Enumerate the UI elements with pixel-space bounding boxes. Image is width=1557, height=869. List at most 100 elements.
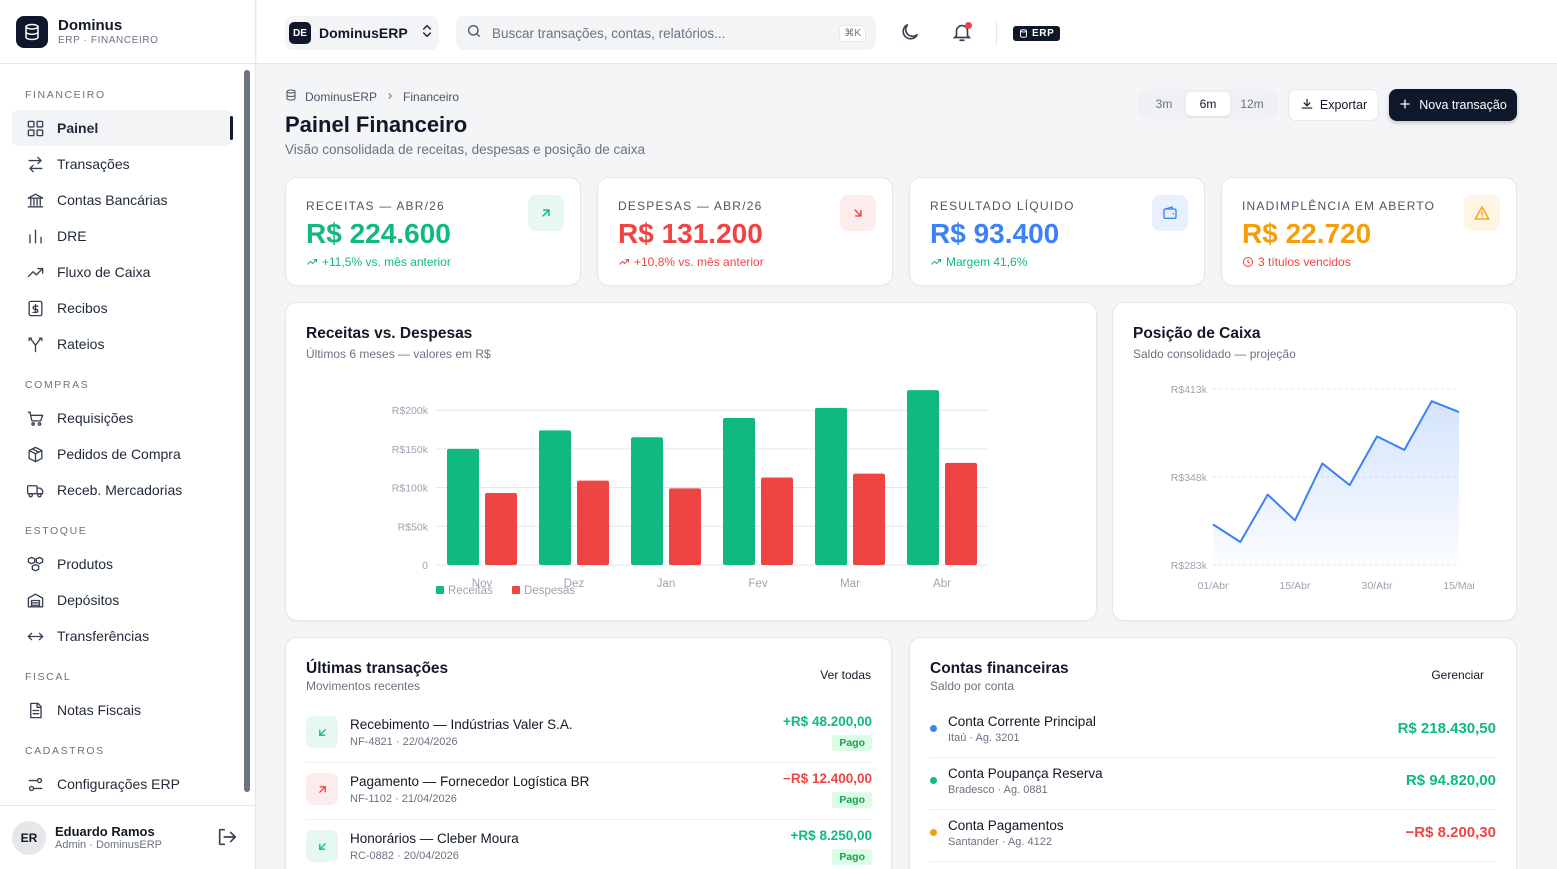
sidebar-item-label: Painel bbox=[57, 120, 99, 136]
transactions-card: Últimas transações Movimentos recentes V… bbox=[285, 637, 892, 869]
transaction-row[interactable]: Recebimento — Indústrias Valer S.A. NF-4… bbox=[306, 706, 872, 763]
new-transaction-button[interactable]: Nova transação bbox=[1389, 89, 1517, 121]
brand-name: Dominus bbox=[58, 17, 123, 34]
sidebar-item-dre[interactable]: DRE bbox=[0, 218, 232, 254]
breadcrumb: DominusERP Financeiro bbox=[285, 89, 459, 104]
logout-icon[interactable] bbox=[216, 826, 238, 853]
receipt-icon bbox=[25, 298, 45, 318]
new-transaction-label: Nova transação bbox=[1419, 98, 1507, 112]
bar-receitas-dez[interactable] bbox=[539, 430, 571, 565]
transaction-title: Honorários — Cleber Moura bbox=[350, 831, 519, 846]
series-line[interactable] bbox=[1212, 400, 1460, 543]
sidebar-item-rateios[interactable]: Rateios bbox=[0, 326, 232, 362]
status-badge: Pago bbox=[832, 735, 872, 751]
sidebar-item-notas-fiscais[interactable]: Notas Fiscais bbox=[0, 692, 232, 728]
sidebar-item-requisicoes[interactable]: Requisições bbox=[0, 400, 232, 436]
bar-despesas-fev[interactable] bbox=[761, 477, 793, 565]
bar-receitas-mar[interactable] bbox=[815, 407, 847, 565]
sidebar-nav: FINANCEIRO Painel Transações Contas Bancári… bbox=[0, 72, 244, 804]
sidebar-item-label: Configurações ERP bbox=[57, 776, 180, 792]
sidebar-item-pedidos-de-compra[interactable]: Pedidos de Compra bbox=[0, 436, 232, 472]
chart-subtitle: Saldo consolidado — projeção bbox=[1133, 347, 1296, 361]
y-tick-label: R$348k bbox=[1171, 472, 1208, 484]
account-meta: Itaú · Ag. 3201 bbox=[948, 732, 1020, 744]
y-tick-label: 0 bbox=[422, 560, 428, 572]
sidebar-item-depositos[interactable]: Depósitos bbox=[0, 582, 232, 618]
bell-icon[interactable] bbox=[950, 20, 974, 44]
database-icon bbox=[285, 89, 297, 104]
kpi-value: R$ 93.400 bbox=[930, 218, 1060, 249]
sidebar-item-label: Pedidos de Compra bbox=[57, 446, 181, 462]
env-tag: ERP bbox=[1013, 26, 1061, 41]
org-badge: DE bbox=[289, 22, 311, 44]
account-balance: R$ 94.820,00 bbox=[1405, 772, 1496, 789]
brand[interactable]: Dominus ERP · FINANCEIRO bbox=[0, 0, 255, 64]
nav-section-title: FISCAL bbox=[25, 671, 72, 683]
kpi-value: R$ 131.200 bbox=[618, 218, 763, 249]
range-12m[interactable]: 12m bbox=[1240, 97, 1264, 111]
sidebar-item-transferencias[interactable]: Transferências bbox=[0, 618, 232, 654]
range-6m[interactable]: 6m bbox=[1186, 92, 1230, 116]
trend-up-icon bbox=[931, 259, 941, 265]
export-button[interactable]: Exportar bbox=[1288, 89, 1379, 121]
brand-subtitle: ERP · FINANCEIRO bbox=[58, 35, 159, 46]
kpi-delta: 3 títulos vencidos bbox=[1242, 255, 1351, 269]
sidebar-item-transacoes[interactable]: Transações bbox=[0, 146, 232, 182]
topbar: DE DominusERP ⌘K ERP bbox=[257, 0, 1557, 64]
bar-despesas-dez[interactable] bbox=[577, 480, 609, 565]
kpi-card-despesas: DESPESAS — ABR/26 R$ 131.200 +10,8% vs. … bbox=[597, 177, 893, 286]
search-input[interactable] bbox=[492, 25, 840, 41]
transaction-row[interactable]: Honorários — Cleber Moura RC-0882 · 20/0… bbox=[306, 820, 872, 869]
moon-icon[interactable] bbox=[898, 20, 922, 44]
bar-receitas-fev[interactable] bbox=[723, 417, 755, 565]
sidebar-item-label: Notas Fiscais bbox=[57, 702, 142, 718]
kpi-delta: +10,8% vs. mês anterior bbox=[618, 255, 764, 269]
sidebar-item-produtos[interactable]: Produtos bbox=[0, 546, 232, 582]
breadcrumb-current: Financeiro bbox=[403, 89, 460, 104]
bar-despesas-abr[interactable] bbox=[945, 462, 977, 565]
package-icon bbox=[25, 444, 45, 464]
sidebar-item-contas-bancarias[interactable]: Contas Bancárias bbox=[0, 182, 232, 218]
sidebar-item-painel[interactable]: Painel bbox=[12, 110, 233, 146]
x-tick-label: Nov bbox=[472, 578, 493, 590]
account-row[interactable]: Conta Pagamentos Santander · Ag. 4122 −R… bbox=[930, 810, 1496, 862]
account-row[interactable]: Conta Corrente Principal Itaú · Ag. 3201… bbox=[930, 706, 1496, 758]
arrow-down-left-icon bbox=[306, 830, 338, 862]
account-balance: −R$ 8.200,30 bbox=[1405, 824, 1497, 841]
page-subtitle: Visão consolidada de receitas, despesas … bbox=[285, 142, 645, 157]
breadcrumb-root[interactable]: DominusERP bbox=[305, 89, 378, 104]
sidebar-scrollbar-thumb[interactable] bbox=[244, 70, 250, 792]
arrow-down-right-icon bbox=[840, 195, 876, 231]
arrows-horizontal-icon bbox=[25, 626, 45, 646]
kpi-card-inadimplencia: INADIMPLÊNCIA EM ABERTO R$ 22.720 3 títu… bbox=[1221, 177, 1517, 286]
avatar[interactable]: ER bbox=[12, 820, 46, 855]
bar-despesas-jan[interactable] bbox=[669, 488, 701, 565]
account-meta: Bradesco · Ag. 0881 bbox=[948, 784, 1048, 796]
sidebar-item-configuracoes-erp[interactable]: Configurações ERP bbox=[0, 766, 232, 802]
account-name: Conta Corrente Principal bbox=[948, 714, 1096, 729]
x-tick-label: 30/Abr bbox=[1362, 580, 1393, 592]
sidebar-item-receb-mercadorias[interactable]: Receb. Mercadorias bbox=[0, 472, 232, 508]
kpi-delta: Margem 41,6% bbox=[930, 255, 1027, 269]
search-bar[interactable]: ⌘K bbox=[456, 16, 876, 50]
account-row[interactable]: Conta Poupança Reserva Bradesco · Ag. 08… bbox=[930, 758, 1496, 810]
transaction-amount: +R$ 8.250,00 bbox=[790, 828, 872, 843]
manage-button[interactable]: Gerenciar bbox=[1431, 668, 1484, 682]
y-tick-label: R$150k bbox=[392, 444, 429, 456]
bar-despesas-mar[interactable] bbox=[853, 473, 885, 565]
arrow-up-right-icon bbox=[528, 195, 564, 231]
sidebar-item-recibos[interactable]: Recibos bbox=[0, 290, 232, 326]
sidebar-item-fluxo-de-caixa[interactable]: Fluxo de Caixa bbox=[0, 254, 232, 290]
sidebar-item-label: DRE bbox=[57, 228, 87, 244]
sidebar-scrollbar[interactable] bbox=[244, 70, 250, 792]
bar-receitas-abr[interactable] bbox=[907, 390, 939, 565]
kpi-card-resultado: RESULTADO LÍQUIDO R$ 93.400 Margem 41,6% bbox=[909, 177, 1205, 286]
chart-title: Receitas vs. Despesas bbox=[306, 325, 473, 342]
range-3m[interactable]: 3m bbox=[1155, 97, 1173, 111]
transaction-row[interactable]: Pagamento — Fornecedor Logística BR NF-1… bbox=[306, 763, 872, 820]
view-all-button[interactable]: Ver todas bbox=[820, 668, 871, 682]
org-switcher[interactable]: DE DominusERP bbox=[285, 16, 439, 50]
bar-despesas-nov[interactable] bbox=[485, 493, 517, 565]
bar-receitas-nov[interactable] bbox=[447, 448, 479, 565]
bar-receitas-jan[interactable] bbox=[631, 437, 663, 565]
